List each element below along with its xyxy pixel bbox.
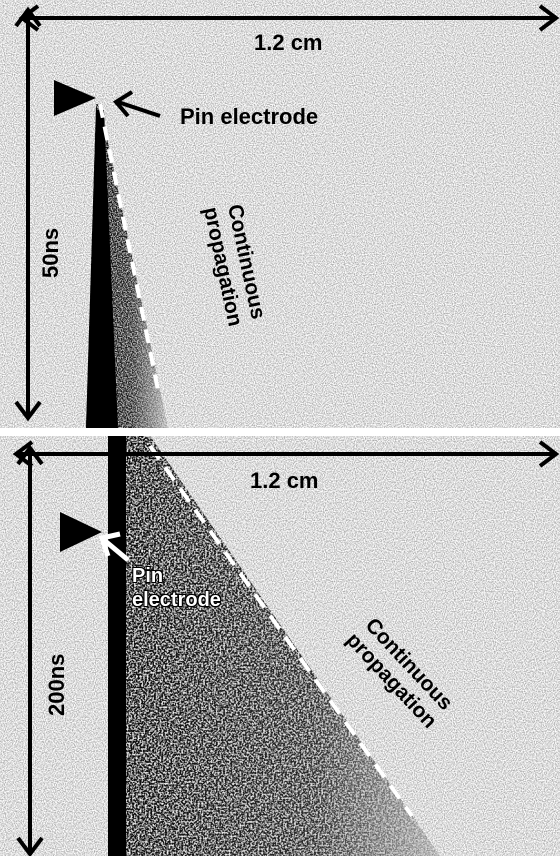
bottom-width-label: 1.2 cm <box>250 468 319 493</box>
top-width-label: 1.2 cm <box>254 30 323 55</box>
bottom-time-label: 200ns <box>44 653 69 716</box>
bottom-streak-image <box>0 436 560 856</box>
bottom-streak-core <box>108 436 126 856</box>
bottom-width-arrowhead-left <box>12 440 34 468</box>
bottom-pin-pointer-arrowhead <box>98 531 121 557</box>
bottom-pin-label-line2: electrode <box>132 589 221 611</box>
top-pin-pointer-arrowhead <box>112 90 134 118</box>
bottom-time-arrowhead-top <box>16 444 44 466</box>
top-width-arrowhead-right <box>538 4 560 32</box>
bottom-width-arrowhead-right <box>538 440 560 468</box>
top-noise <box>0 0 560 428</box>
bottom-pin-label-line1: Pin <box>132 565 164 587</box>
top-pin-label: Pin electrode <box>180 104 319 129</box>
bottom-pin-electrode-triangle <box>60 512 102 552</box>
top-time-label: 50ns <box>38 227 63 278</box>
top-time-arrowhead-top <box>14 6 42 28</box>
bottom-discharge-streak <box>124 436 440 856</box>
top-streak-panel: 1.2 cm 50ns Pin electrode Continuous pro… <box>0 0 560 428</box>
bottom-pin-pointer-arrow <box>102 538 130 562</box>
top-streak-image <box>0 0 560 428</box>
top-propagation-dashed-line <box>98 103 160 391</box>
bottom-streak-panel: 1.2 cm 200ns Pin electrode Continuous pr… <box>0 436 560 856</box>
top-pin-electrode-triangle <box>54 80 96 116</box>
bottom-time-arrowhead-bottom <box>16 836 44 856</box>
top-time-arrowhead-bottom <box>14 400 42 422</box>
top-pin-pointer-arrow <box>117 100 161 118</box>
top-streak-core <box>86 110 118 428</box>
bottom-propagation-dashed-line <box>148 444 414 818</box>
bottom-pin-label: Pin electrode <box>132 564 221 612</box>
